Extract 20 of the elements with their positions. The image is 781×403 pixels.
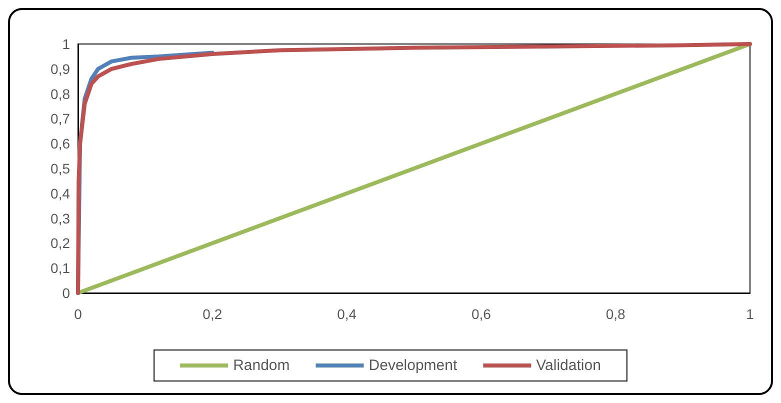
legend-label: Development xyxy=(368,357,458,374)
y-tick-label: 0,6 xyxy=(50,136,70,152)
x-tick-label: 0,4 xyxy=(337,306,357,322)
y-tick-label: 0,1 xyxy=(50,260,70,276)
x-tick-label: 1 xyxy=(746,306,754,322)
legend-label: Random xyxy=(233,357,290,374)
y-tick-label: 0,7 xyxy=(50,110,70,127)
y-tick-label: 0,9 xyxy=(50,60,70,77)
legend-label: Validation xyxy=(536,357,601,374)
y-tick-label: 1 xyxy=(62,36,70,52)
y-tick-label: 0,3 xyxy=(50,210,70,226)
y-tick-label: 0,4 xyxy=(50,185,70,202)
x-tick-label: 0,2 xyxy=(202,306,222,322)
y-tick-label: 0,8 xyxy=(50,86,70,102)
x-tick-label: 0,8 xyxy=(606,306,626,322)
y-tick-label: 0,2 xyxy=(50,235,70,252)
y-tick-label: 0,5 xyxy=(50,160,70,176)
x-tick-label: 0,6 xyxy=(471,306,492,322)
y-tick-label: 0 xyxy=(62,285,70,301)
x-tick-label: 0 xyxy=(74,306,82,322)
